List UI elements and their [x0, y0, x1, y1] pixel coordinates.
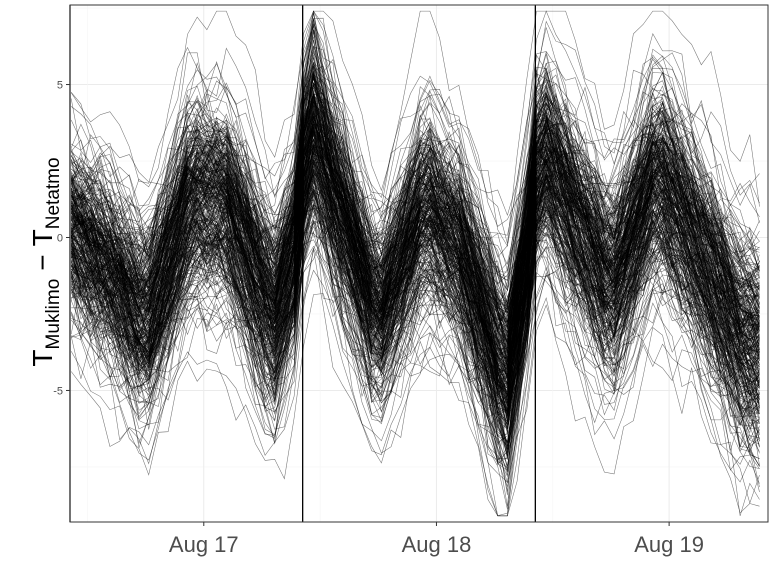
station-series-line: [71, 84, 760, 325]
station-series-line: [70, 215, 760, 396]
station-series-line: [70, 45, 760, 274]
station-series-line: [70, 220, 760, 454]
station-series-line: [70, 145, 760, 444]
station-series-line: [70, 54, 760, 328]
station-series-line: [70, 179, 760, 488]
x-tick-label: Aug 18: [402, 532, 472, 557]
axis-layer: 5 0 -5 Aug 17 Aug 18 Aug 19: [53, 80, 704, 557]
station-series-line: [71, 93, 760, 343]
station-series-line: [71, 112, 760, 310]
station-series-line: [71, 93, 760, 398]
station-series-line: [71, 171, 760, 372]
y-axis-title: TMuklimo−TNetatmo: [27, 157, 64, 366]
station-series-line: [70, 207, 760, 457]
station-series-line: [70, 115, 760, 396]
station-series-line: [70, 13, 760, 227]
station-series-line: [70, 10, 760, 244]
station-series-line: [70, 230, 760, 473]
station-series-line: [70, 120, 760, 371]
station-series-line: [70, 141, 760, 454]
station-series-line: [70, 173, 760, 368]
station-series-line: [70, 249, 760, 488]
panel-border: [69, 4, 769, 523]
station-series-line: [70, 108, 760, 343]
station-series-line: [70, 84, 760, 415]
svg-text:TMuklimo−TNetatmo: TMuklimo−TNetatmo: [27, 157, 64, 366]
station-series-line: [70, 172, 760, 393]
station-series-line: [70, 293, 760, 517]
station-series-line: [70, 23, 760, 310]
y-tick-label: -5: [53, 385, 63, 397]
y-tick-label: 0: [57, 232, 63, 244]
station-series-line: [70, 148, 760, 346]
station-series-line: [71, 113, 760, 313]
series-layer: [70, 10, 760, 517]
station-series-line: [70, 92, 760, 281]
ylabel-minus: −: [27, 254, 58, 270]
station-series-line: [71, 176, 760, 484]
station-series-line: [70, 219, 760, 466]
station-series-line: [71, 39, 760, 305]
x-tick-label: Aug 17: [169, 532, 239, 557]
x-tick-label: Aug 19: [634, 532, 704, 557]
station-series-line: [70, 74, 760, 383]
ylabel-sub2: Netatmo: [43, 157, 64, 229]
ylabel-t2: T: [27, 229, 58, 246]
station-series-line: [70, 93, 760, 396]
station-series-line: [70, 178, 760, 458]
station-series-line: [71, 104, 760, 449]
station-series-line: [70, 187, 760, 472]
station-series-line: [70, 225, 760, 517]
station-series-line: [70, 92, 760, 401]
station-series-line: [70, 169, 760, 443]
station-series-line: [70, 171, 760, 358]
station-series-line: [71, 213, 760, 430]
station-series-line: [71, 91, 760, 354]
station-series-line: [71, 161, 760, 445]
station-series-line: [71, 152, 760, 345]
y-tick-label: 5: [57, 80, 63, 92]
station-series-line: [71, 203, 760, 517]
ylabel-sub1: Muklimo: [43, 279, 64, 350]
station-series-line: [71, 117, 760, 377]
station-series-line: [70, 29, 760, 261]
station-series-line: [70, 98, 760, 413]
station-series-line: [70, 62, 760, 291]
station-series-line: [71, 204, 760, 460]
station-series-line: [70, 227, 760, 461]
station-series-line: [71, 10, 760, 258]
station-series-line: [71, 117, 760, 370]
station-series-line: [70, 152, 760, 447]
ylabel-t1: T: [27, 349, 58, 366]
station-series-line: [71, 46, 760, 223]
station-series-line: [70, 194, 760, 510]
station-series-line: [70, 204, 760, 409]
station-series-line: [70, 121, 760, 327]
